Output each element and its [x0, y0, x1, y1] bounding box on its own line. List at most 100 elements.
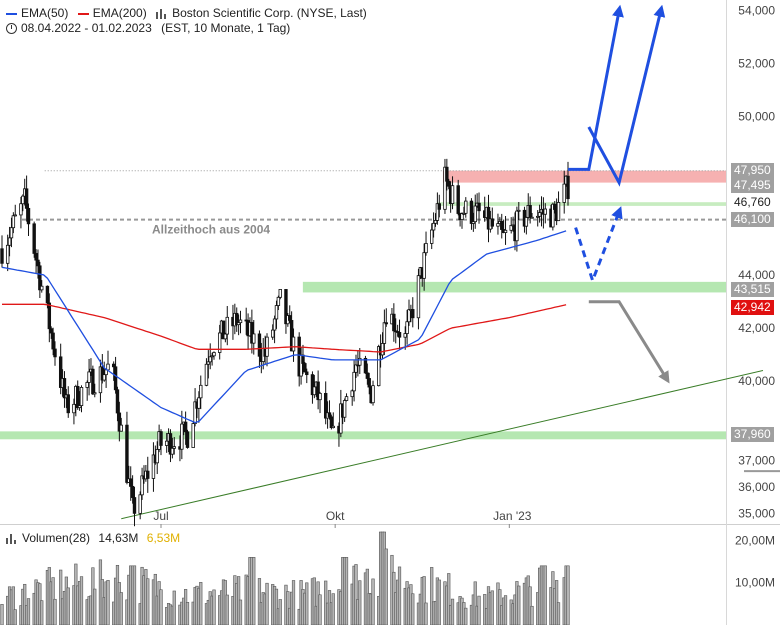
legend-instrument[interactable]: Boston Scientific Corp. (NYSE, Last) [156, 6, 367, 20]
candle-body [464, 200, 468, 214]
candle-body [19, 203, 23, 216]
price-tick: 36,000 [738, 480, 775, 494]
volume-bars-icon [6, 533, 18, 544]
candle-body [517, 209, 521, 212]
candle-body [100, 366, 105, 381]
candle-body [344, 396, 349, 401]
volume-bar [106, 580, 110, 625]
candle-body [183, 421, 188, 433]
candle-body [51, 332, 55, 350]
candle-body [462, 212, 466, 215]
volume-legend: Volumen(28) 14,63M 6,53M [6, 531, 180, 545]
volume-bar [23, 583, 27, 625]
x-tick-label: Okt [326, 509, 345, 523]
legend-ema200[interactable]: EMA(200) [77, 5, 147, 20]
volume-bar [397, 566, 402, 625]
candle-body [193, 401, 197, 424]
candle-body [77, 405, 82, 409]
volume-bar [556, 602, 561, 625]
candle-body [327, 412, 332, 418]
candle-body [129, 478, 133, 487]
candle-body [62, 378, 67, 399]
candle-body [456, 185, 460, 214]
volume-bar [238, 599, 243, 625]
candle-body [204, 363, 209, 386]
candle-body [132, 497, 137, 514]
candle-body [164, 440, 169, 446]
candle-body [530, 216, 534, 219]
candle-body [7, 237, 12, 246]
volume-bar [543, 565, 547, 625]
volume-bar [291, 580, 296, 625]
price-tick: 37,000 [738, 453, 775, 467]
ema50-swatch [6, 12, 17, 15]
candle-body [146, 470, 150, 479]
candle-body [509, 224, 513, 231]
candle-body [352, 371, 356, 392]
volume-bar [530, 605, 534, 625]
candle-body [486, 206, 491, 230]
candle-body [305, 371, 309, 376]
candle-body [140, 475, 144, 496]
period-range: 08.04.2022 - 01.02.2023 [21, 21, 152, 35]
candle-body [9, 227, 14, 239]
candle-body [53, 348, 57, 358]
price-tick: 44,000 [738, 268, 775, 282]
volume-bar [450, 598, 455, 625]
candle-body [365, 372, 370, 379]
candle-body [117, 412, 122, 432]
candle-body [447, 180, 451, 187]
candle-body [392, 313, 396, 332]
candle-body [32, 223, 36, 254]
candle-body [363, 357, 368, 374]
candle-body [172, 446, 176, 449]
candlestick-icon [156, 8, 168, 19]
price-tag: 42,942 [731, 300, 774, 316]
candle-body [515, 210, 519, 242]
candle-body [87, 371, 91, 383]
candle-body [536, 215, 540, 218]
candle-body [45, 285, 50, 304]
ema200-line [2, 303, 567, 353]
volume-bar [79, 576, 84, 625]
volume-bar [132, 565, 137, 625]
candle-body [403, 333, 407, 338]
candle-body [66, 394, 70, 414]
candle-body [217, 332, 222, 353]
candle-body [524, 217, 529, 227]
candle-body [377, 346, 381, 387]
volume-bar [490, 590, 494, 625]
candle-body [384, 322, 388, 325]
ema200-label: EMA(200) [92, 5, 147, 20]
volume-bar [358, 580, 362, 625]
candle-body [331, 425, 335, 429]
x-tick-label: Jul [153, 509, 168, 523]
candle-body [199, 384, 203, 399]
candle-body [72, 403, 76, 414]
candle-body [40, 285, 44, 291]
price-tag: 47,495 [731, 177, 774, 193]
zone-0 [442, 170, 726, 183]
volume-bar [159, 589, 163, 625]
candle-body [13, 214, 17, 217]
legend-ema50[interactable]: EMA(50) [6, 6, 68, 20]
price-tick: 42,000 [738, 321, 775, 335]
candle-body [119, 424, 123, 432]
candle-body [380, 343, 385, 356]
price-tick: 50,000 [738, 109, 775, 123]
volume-bar [464, 607, 468, 625]
volume-bar [344, 557, 349, 625]
candle-body [358, 357, 362, 366]
candle-body [26, 207, 31, 225]
candle-body [416, 275, 421, 319]
volume-bar [0, 604, 4, 625]
candle-body [450, 185, 455, 204]
candle-body [411, 309, 415, 319]
candle-body [5, 244, 10, 264]
candle-body [310, 374, 315, 396]
volume-bar [265, 582, 269, 625]
candle-body [503, 229, 508, 233]
candle-body [397, 332, 402, 338]
volume-bar [528, 586, 532, 625]
